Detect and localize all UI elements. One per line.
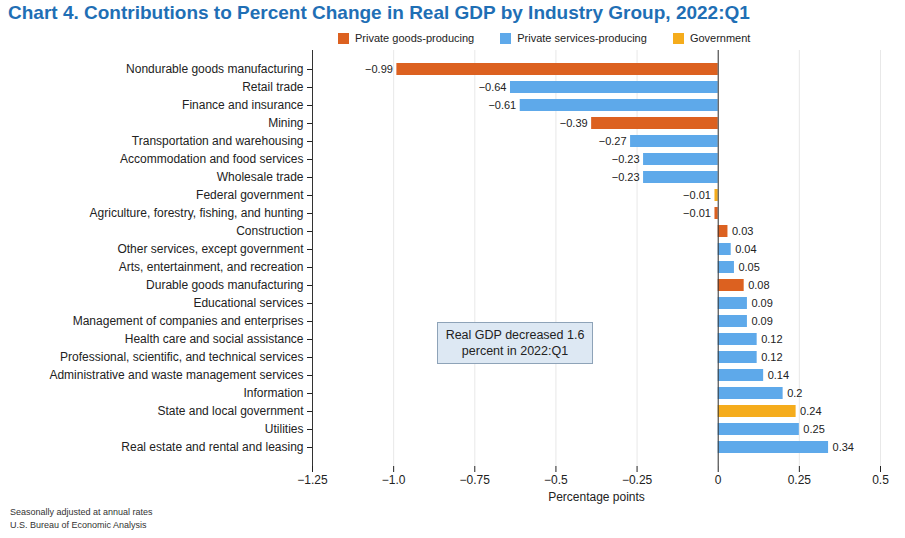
svg-text:State and local government: State and local government [157, 404, 304, 418]
svg-text:Information: Information [243, 386, 303, 400]
svg-text:Mining: Mining [268, 116, 303, 130]
svg-text:0.14: 0.14 [768, 369, 789, 381]
svg-text:−0.64: −0.64 [479, 81, 507, 93]
html-text:Private goods-producing: Private goods-producing [355, 32, 475, 44]
svg-text:0.08: 0.08 [748, 279, 769, 291]
svg-text:−0.01: −0.01 [683, 189, 711, 201]
svg-text:−0.23: −0.23 [612, 171, 640, 183]
svg-text:0.09: 0.09 [751, 315, 772, 327]
svg-text:Finance and insurance: Finance and insurance [182, 98, 304, 112]
svg-text:Federal government: Federal government [196, 188, 304, 202]
html-text:Real GDP decreased 1.6 percent: Real GDP decreased 1.6 percent in 2022:Q… [445, 328, 585, 358]
svg-text:−0.5: −0.5 [544, 473, 568, 487]
svg-text:Transportation and warehousing: Transportation and warehousing [132, 134, 304, 148]
svg-text:0.09: 0.09 [751, 297, 772, 309]
svg-text:Wholesale trade: Wholesale trade [217, 170, 304, 184]
svg-text:Nondurable goods manufacturing: Nondurable goods manufacturing [126, 62, 303, 76]
svg-text:0.25: 0.25 [788, 473, 812, 487]
svg-text:0.03: 0.03 [732, 225, 753, 237]
svg-text:−0.99: −0.99 [365, 63, 393, 75]
svg-text:Professional, scientific, and: Professional, scientific, and technical … [60, 350, 303, 364]
svg-text:0.5: 0.5 [872, 473, 889, 487]
svg-text:0.2: 0.2 [787, 387, 802, 399]
html-text:U.S. Bureau of Economic Analys: U.S. Bureau of Economic Analysis [10, 520, 147, 530]
svg-text:−0.61: −0.61 [488, 99, 516, 111]
svg-text:Durable goods manufacturing: Durable goods manufacturing [146, 278, 303, 292]
svg-text:Educational services: Educational services [193, 296, 303, 310]
svg-text:−0.01: −0.01 [683, 207, 711, 219]
svg-text:Real estate and rental and lea: Real estate and rental and leasing [121, 440, 303, 454]
svg-text:Administrative and waste manag: Administrative and waste management serv… [49, 368, 303, 382]
html-text:Government: Government [689, 32, 751, 44]
svg-text:0: 0 [715, 473, 722, 487]
svg-text:Management of companies and en: Management of companies and enterprises [73, 314, 304, 328]
svg-text:Utilities: Utilities [265, 422, 304, 436]
svg-text:Arts, entertainment, and recre: Arts, entertainment, and recreation [119, 260, 304, 274]
svg-text:−1.0: −1.0 [382, 473, 406, 487]
html-text:Private services-producing: Private services-producing [517, 32, 647, 44]
svg-text:0.25: 0.25 [803, 423, 824, 435]
svg-text:Health care and social assista: Health care and social assistance [125, 332, 304, 346]
html-text:Chart 4. Contributions to Perc: Chart 4. Contributions to Percent Change… [8, 2, 750, 23]
svg-text:−0.75: −0.75 [460, 473, 491, 487]
svg-text:Retail trade: Retail trade [242, 80, 304, 94]
svg-text:0.12: 0.12 [761, 351, 782, 363]
svg-text:Construction: Construction [236, 224, 303, 238]
svg-text:−0.39: −0.39 [560, 117, 588, 129]
svg-text:Percentage points: Percentage points [548, 490, 645, 504]
svg-text:0.05: 0.05 [738, 261, 759, 273]
svg-text:Agriculture, forestry, fishing: Agriculture, forestry, fishing, and hunt… [90, 206, 304, 220]
svg-text:0.34: 0.34 [833, 441, 854, 453]
svg-text:Other services, except governm: Other services, except government [117, 242, 304, 256]
html-text:Seasonally adjusted at annual: Seasonally adjusted at annual rates [10, 507, 153, 517]
svg-text:−0.25: −0.25 [622, 473, 653, 487]
svg-text:0.12: 0.12 [761, 333, 782, 345]
svg-text:Accommodation and food service: Accommodation and food services [120, 152, 303, 166]
svg-text:−0.27: −0.27 [599, 135, 627, 147]
svg-text:−0.23: −0.23 [612, 153, 640, 165]
svg-text:0.24: 0.24 [800, 405, 821, 417]
svg-text:0.04: 0.04 [735, 243, 756, 255]
svg-text:−1.25: −1.25 [297, 473, 328, 487]
